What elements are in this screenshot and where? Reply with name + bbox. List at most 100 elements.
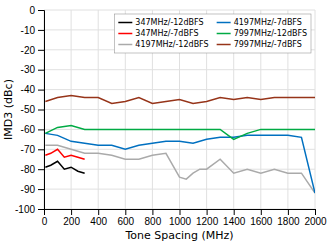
y-tick-mark bbox=[38, 129, 44, 130]
legend-label: 4197MHz/-7dBFS bbox=[234, 18, 302, 27]
x-tick: 800 bbox=[145, 209, 162, 227]
y-tick-label: 0 bbox=[29, 5, 35, 16]
x-tick-mark bbox=[98, 209, 99, 215]
x-tick-mark bbox=[315, 209, 316, 215]
legend-item: 347MHz/-7dBFS bbox=[118, 29, 198, 38]
legend-label: 4197MHz/-12dBFS bbox=[135, 40, 208, 49]
grid-line-y bbox=[44, 109, 315, 110]
y-tick: -80 bbox=[21, 164, 44, 175]
x-tick-mark bbox=[207, 209, 208, 215]
y-tick: -60 bbox=[21, 124, 44, 135]
legend-swatch bbox=[118, 44, 132, 46]
y-tick: -30 bbox=[21, 64, 44, 75]
x-axis-line bbox=[45, 210, 316, 216]
x-tick-label: 1600 bbox=[250, 216, 273, 227]
series-line bbox=[45, 96, 315, 104]
legend-label: 347MHz/-7dBFS bbox=[135, 29, 198, 38]
y-tick: 0 bbox=[29, 5, 44, 16]
y-tick-label: -70 bbox=[21, 144, 36, 155]
grid bbox=[44, 10, 315, 209]
legend-swatch bbox=[118, 33, 132, 35]
x-tick: 600 bbox=[117, 209, 134, 227]
x-tick-label: 800 bbox=[145, 216, 162, 227]
legend-label: 7997MHz/-12dBFS bbox=[234, 29, 307, 38]
legend-item: 7997MHz/-12dBFS bbox=[217, 29, 307, 38]
y-tick: -10 bbox=[21, 25, 44, 36]
x-tick-label: 2000 bbox=[304, 216, 327, 227]
legend-label: 7997MHz/-7dBFS bbox=[234, 40, 302, 49]
x-tick-mark bbox=[125, 209, 126, 215]
y-axis-title: IMD3 (dBc) bbox=[2, 79, 15, 140]
y-tick-mark bbox=[38, 209, 44, 210]
y-tick-mark bbox=[38, 110, 44, 111]
legend-item: 347MHz/-12dBFS bbox=[118, 18, 203, 27]
legend-swatch bbox=[118, 22, 132, 24]
grid-line-y bbox=[44, 189, 315, 190]
series-line bbox=[45, 161, 84, 173]
y-tick-label: -100 bbox=[15, 204, 35, 215]
y-tick-mark bbox=[38, 169, 44, 170]
series-line bbox=[45, 145, 315, 193]
legend-item: 7997MHz/-7dBFS bbox=[217, 40, 302, 49]
y-tick-mark bbox=[38, 30, 44, 31]
chart: 0 200 400 600 800 1000 1200 1400 1600 1800 2000 0 -1… bbox=[0, 0, 329, 243]
y-tick: -100 bbox=[15, 204, 44, 215]
x-tick-label: 1800 bbox=[277, 216, 300, 227]
x-tick: 200 bbox=[63, 209, 80, 227]
y-tick-mark bbox=[38, 50, 44, 51]
x-axis: 0 200 400 600 800 1000 1200 1400 1600 1800 2000 bbox=[42, 209, 327, 227]
x-tick-label: 0 bbox=[42, 216, 48, 227]
y-tick-mark bbox=[38, 90, 44, 91]
x-tick-label: 1000 bbox=[169, 216, 192, 227]
lines bbox=[45, 96, 315, 194]
y-axis: 0 -10 -20 -30 -40 -50 -60 -70 -80 -90 -100 bbox=[15, 5, 45, 215]
legend-item: 4197MHz/-12dBFS bbox=[118, 40, 208, 49]
x-tick: 1600 bbox=[250, 209, 273, 227]
series-line bbox=[45, 125, 315, 139]
grid-line-y bbox=[44, 89, 315, 90]
grid-line-y bbox=[44, 149, 315, 150]
y-tick-mark bbox=[38, 10, 44, 11]
y-axis-line bbox=[38, 11, 45, 210]
x-tick: 400 bbox=[90, 209, 107, 227]
x-tick: 1000 bbox=[169, 209, 192, 227]
legend-label: 347MHz/-12dBFS bbox=[135, 18, 203, 27]
x-tick-mark bbox=[261, 209, 262, 215]
legend-swatch bbox=[217, 44, 231, 46]
x-tick: 1200 bbox=[196, 209, 219, 227]
y-tick-label: -80 bbox=[21, 164, 36, 175]
plot: 0 200 400 600 800 1000 1200 1400 1600 1800 2000 0 -1… bbox=[15, 5, 327, 227]
y-tick-label: -90 bbox=[21, 184, 36, 195]
x-tick-mark bbox=[71, 209, 72, 215]
legend-swatch bbox=[217, 22, 231, 24]
legend: 347MHz/-12dBFS 347MHz/-7dBFS 4197MHz/-12dB… bbox=[114, 14, 311, 53]
y-tick: -20 bbox=[21, 45, 44, 56]
y-tick-label: -50 bbox=[21, 104, 36, 115]
y-tick-label: -20 bbox=[21, 45, 36, 56]
x-tick-mark bbox=[288, 209, 289, 215]
y-tick: -70 bbox=[21, 144, 44, 155]
x-tick-label: 600 bbox=[117, 216, 134, 227]
y-tick: -90 bbox=[21, 184, 44, 195]
y-tick-mark bbox=[38, 70, 44, 71]
y-tick: -50 bbox=[21, 104, 44, 115]
y-tick-label: -40 bbox=[21, 84, 36, 95]
x-tick-label: 200 bbox=[63, 216, 80, 227]
x-tick: 2000 bbox=[304, 209, 327, 227]
x-tick: 1800 bbox=[277, 209, 300, 227]
x-tick: 1400 bbox=[223, 209, 246, 227]
x-tick-mark bbox=[152, 209, 153, 215]
y-tick-label: -60 bbox=[21, 124, 36, 135]
legend-swatch bbox=[217, 33, 231, 35]
x-tick-label: 1400 bbox=[223, 216, 246, 227]
x-tick-label: 400 bbox=[90, 216, 107, 227]
y-tick: -40 bbox=[21, 84, 44, 95]
series-line bbox=[45, 133, 315, 193]
legend-item: 4197MHz/-7dBFS bbox=[217, 18, 302, 27]
grid-line-y bbox=[44, 10, 315, 11]
legend-frame bbox=[114, 14, 311, 53]
y-tick-mark bbox=[38, 189, 44, 190]
x-tick-mark bbox=[234, 209, 235, 215]
x-tick: 0 bbox=[42, 209, 48, 227]
grid-line-y bbox=[44, 69, 315, 70]
